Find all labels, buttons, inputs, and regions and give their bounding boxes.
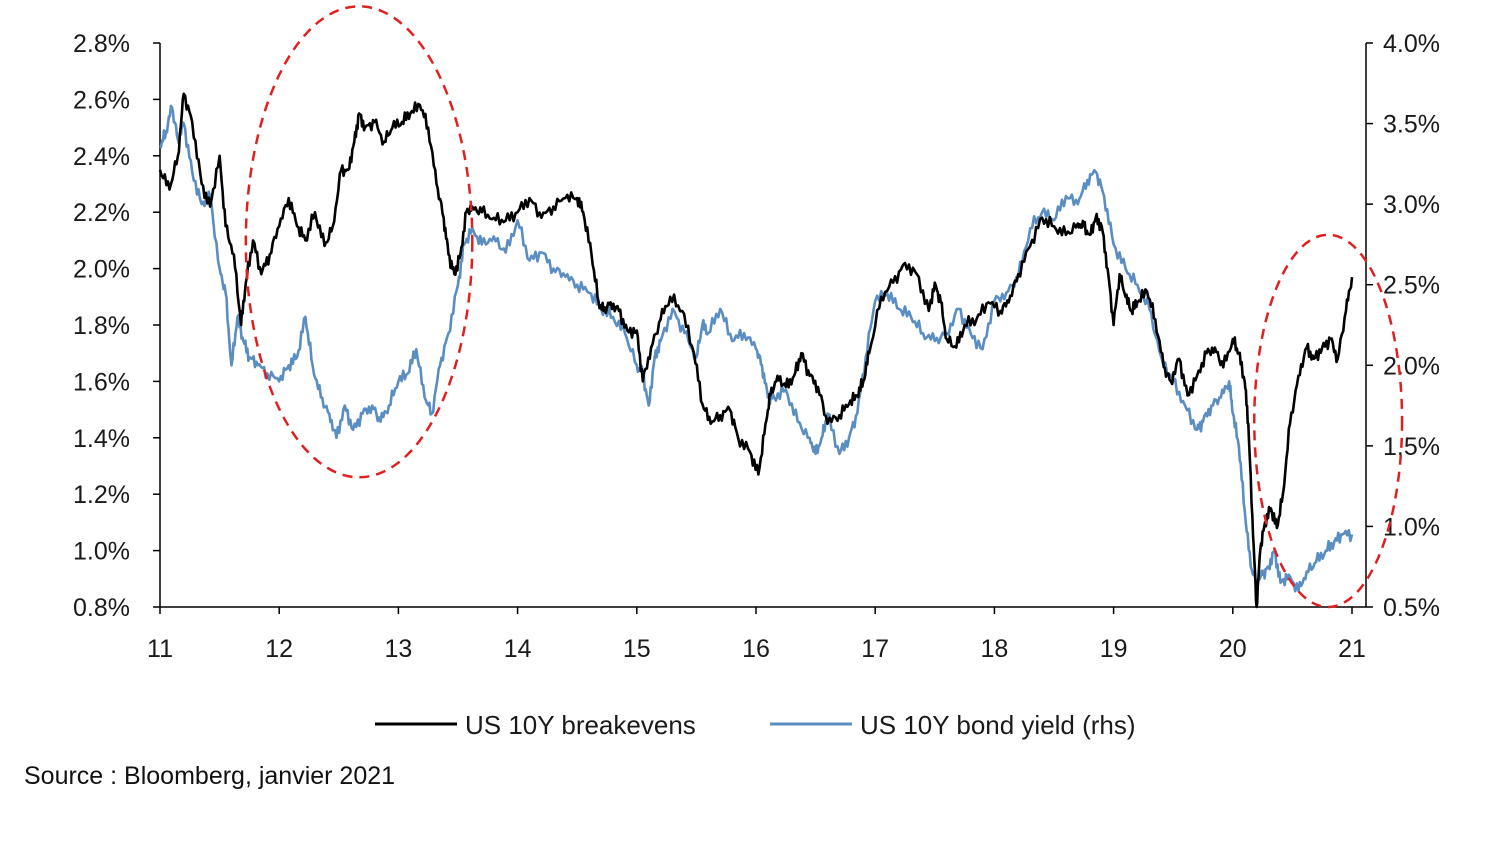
legend: US 10Y breakevens US 10Y bond yield (rhs… xyxy=(375,710,1136,740)
x-tick-label: 17 xyxy=(861,635,889,663)
y-right-tick-label: 1.0% xyxy=(1383,513,1440,541)
legend-label-bond-yield: US 10Y bond yield (rhs) xyxy=(860,710,1136,740)
y-right-tick-label: 1.5% xyxy=(1383,433,1440,461)
y-left-tick-label: 2.8% xyxy=(73,30,130,58)
series-layer xyxy=(158,92,1354,609)
series-line-breakevens xyxy=(158,92,1354,609)
x-tick-label: 13 xyxy=(384,635,412,663)
x-tick-label: 12 xyxy=(265,635,293,663)
highlight-ellipse-1 xyxy=(244,5,474,479)
y-right-tick-label: 2.5% xyxy=(1383,272,1440,300)
y-left-tick-label: 1.2% xyxy=(73,481,130,509)
annotation-layer xyxy=(244,5,1404,609)
x-tick-label: 21 xyxy=(1338,635,1366,663)
y-left-tick-label: 2.2% xyxy=(73,199,130,227)
series-line-bond-yield xyxy=(159,104,1354,593)
y-left-tick-label: 1.6% xyxy=(73,368,130,396)
highlight-ellipse-2 xyxy=(1253,233,1404,609)
y-right-tick-label: 2.0% xyxy=(1383,352,1440,380)
y-right-tick-label: 4.0% xyxy=(1383,30,1440,58)
legend-label-breakevens: US 10Y breakevens xyxy=(465,710,696,740)
x-tick-label: 16 xyxy=(742,635,770,663)
y-left-tick-label: 0.8% xyxy=(73,594,130,622)
x-tick-label: 11 xyxy=(147,635,173,663)
source-note: Source : Bloomberg, janvier 2021 xyxy=(24,762,396,790)
ticks: 0.8% 1.0% 1.2% 1.4% 1.6% 1.8% 2.0% 2.2% 2.4% 2.6%… xyxy=(73,30,1440,663)
x-tick-label: 19 xyxy=(1100,635,1128,663)
x-tick-label: 14 xyxy=(504,635,532,663)
y-right-tick-label: 0.5% xyxy=(1383,594,1440,622)
x-tick-label: 15 xyxy=(623,635,651,663)
y-left-tick-label: 2.6% xyxy=(73,86,130,114)
y-left-tick-label: 2.4% xyxy=(73,143,130,171)
x-tick-label: 20 xyxy=(1219,635,1247,663)
chart: 0.8% 1.0% 1.2% 1.4% 1.6% 1.8% 2.0% 2.2% 2.4% 2.6%… xyxy=(73,5,1440,740)
x-tick-label: 18 xyxy=(980,635,1008,663)
axes xyxy=(159,43,1367,608)
y-right-tick-label: 3.5% xyxy=(1383,111,1440,139)
y-left-tick-label: 1.0% xyxy=(73,538,130,566)
y-left-tick-label: 2.0% xyxy=(73,256,130,284)
y-right-tick-label: 3.0% xyxy=(1383,191,1440,219)
y-left-tick-label: 1.4% xyxy=(73,425,130,453)
y-left-tick-label: 1.8% xyxy=(73,312,130,340)
